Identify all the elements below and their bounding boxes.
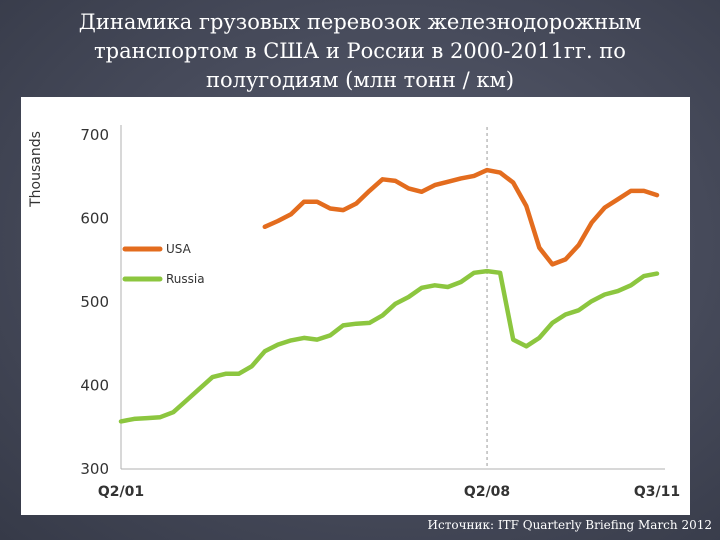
line-chart: 300 400 500 600 700 Q2/01 Q2/08 Q3/11 Thousands…	[28, 125, 680, 500]
title-line-3: полугодиям (млн тонн / км)	[205, 68, 515, 92]
legend-label-russia: Russia	[166, 272, 205, 286]
title-line-1: Динамика грузовых перевозок железнодорож…	[78, 10, 642, 34]
title-line-2: транспортом в США и России в 2000-2011гг…	[94, 39, 626, 63]
source-note: Источник: ITF Quarterly Briefing March 2…	[427, 518, 712, 532]
x-tick-label: Q2/08	[464, 484, 510, 500]
y-tick-label: 300	[80, 460, 109, 478]
series-line-usa	[262, 167, 660, 267]
slide-title: Динамика грузовых перевозок железнодорож…	[20, 8, 700, 95]
chart-panel: 300 400 500 600 700 Q2/01 Q2/08 Q3/11 Thousands…	[21, 97, 690, 515]
y-axis-label: Thousands	[28, 131, 44, 208]
x-tick-label: Q2/01	[98, 484, 144, 500]
y-tick-label: 500	[80, 293, 109, 311]
x-tick-label: Q3/11	[634, 484, 680, 500]
series-line-russia	[118, 268, 660, 424]
y-tick-label: 400	[80, 377, 109, 395]
y-tick-label: 700	[80, 126, 109, 144]
y-tick-label: 600	[80, 210, 109, 228]
legend-label-usa: USA	[166, 242, 192, 256]
